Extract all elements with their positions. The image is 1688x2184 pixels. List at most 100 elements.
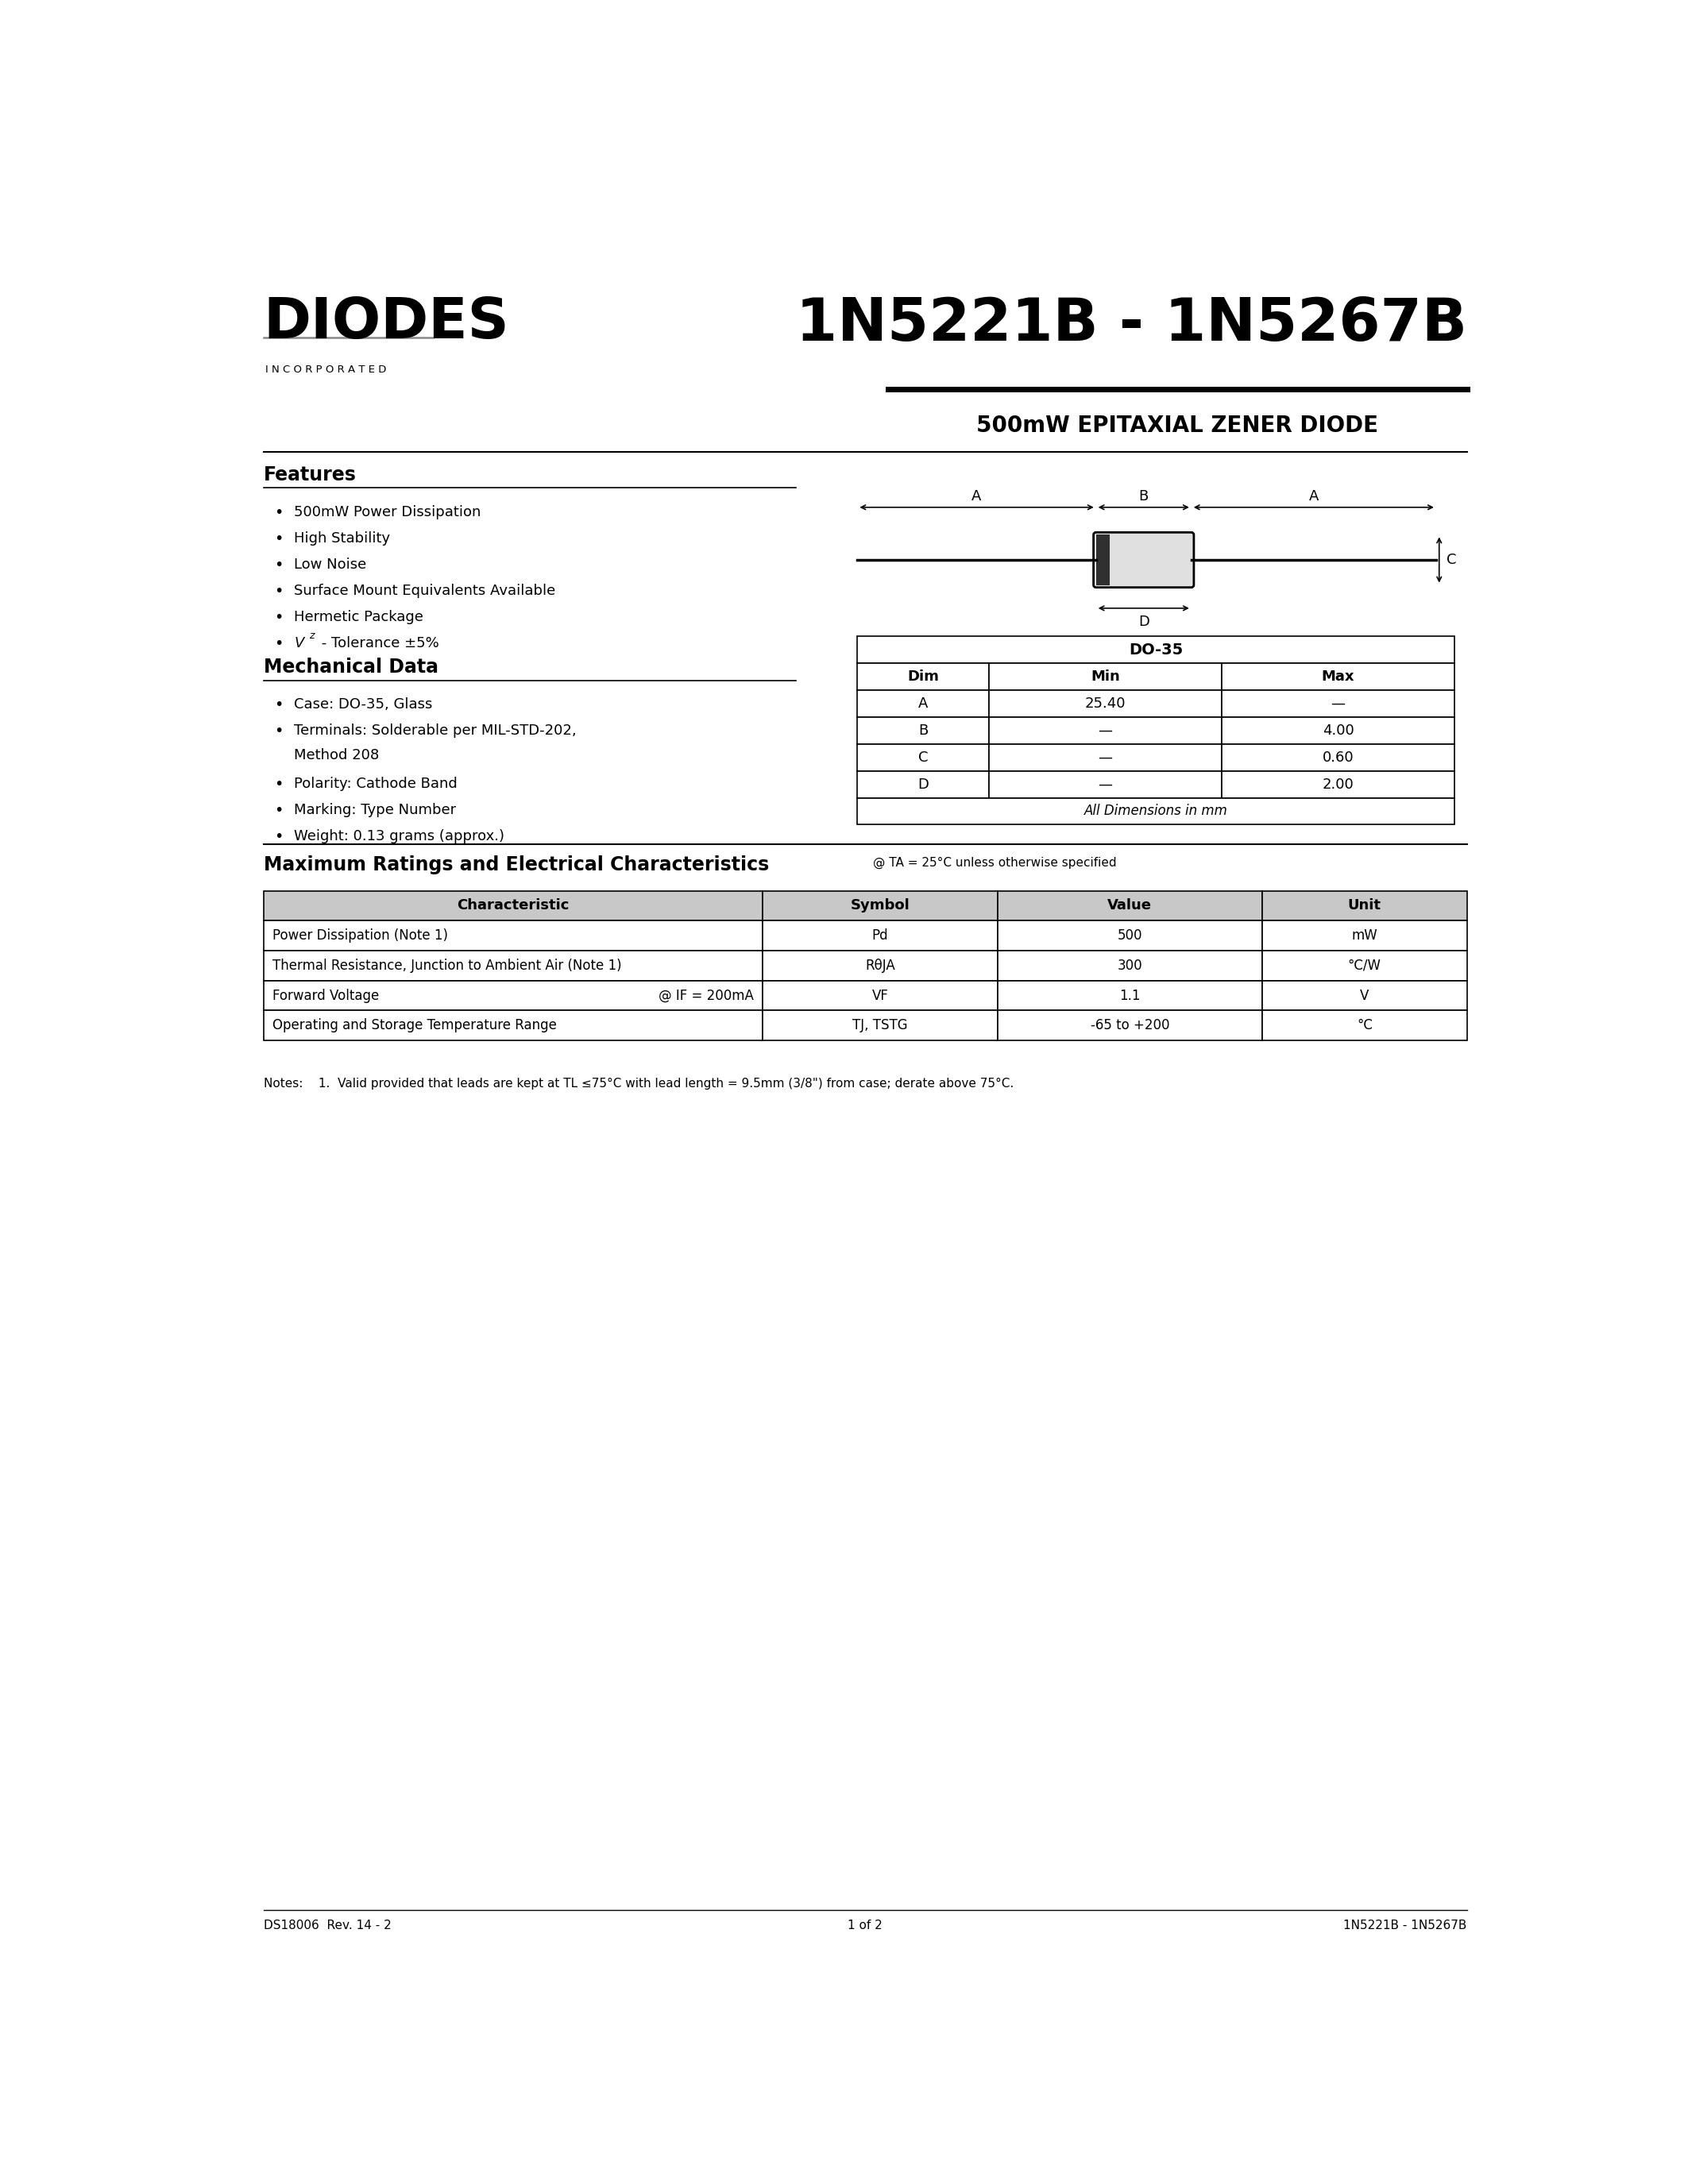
Text: •: •: [275, 830, 284, 843]
Bar: [1222, 771, 1455, 797]
Text: °C: °C: [1357, 1018, 1372, 1033]
Text: Unit: Unit: [1349, 898, 1381, 913]
Bar: [263, 950, 763, 981]
Text: Forward Voltage: Forward Voltage: [272, 989, 380, 1002]
Text: 500mW EPITAXIAL ZENER DIODE: 500mW EPITAXIAL ZENER DIODE: [977, 415, 1379, 437]
FancyBboxPatch shape: [1094, 533, 1193, 587]
Bar: [1263, 922, 1467, 950]
Text: A: A: [972, 489, 982, 505]
Bar: [763, 981, 998, 1011]
Text: 2.00: 2.00: [1322, 778, 1354, 791]
Text: High Stability: High Stability: [294, 531, 390, 546]
Bar: [858, 745, 989, 771]
Text: •: •: [275, 583, 284, 598]
Text: Characteristic: Characteristic: [457, 898, 569, 913]
Text: Operating and Storage Temperature Range: Operating and Storage Temperature Range: [272, 1018, 557, 1033]
Text: Mechanical Data: Mechanical Data: [263, 657, 439, 677]
Bar: [1263, 981, 1467, 1011]
Bar: [263, 922, 763, 950]
Bar: [858, 664, 989, 690]
Text: 1N5221B - 1N5267B: 1N5221B - 1N5267B: [1344, 1920, 1467, 1931]
Text: I N C O R P O R A T E D: I N C O R P O R A T E D: [265, 365, 387, 376]
Bar: [763, 891, 998, 922]
Text: Value: Value: [1107, 898, 1153, 913]
Text: Notes:    1.  Valid provided that leads are kept at TL ≤75°C with lead length = : Notes: 1. Valid provided that leads are …: [263, 1079, 1013, 1090]
Bar: [763, 1011, 998, 1040]
Bar: [1222, 664, 1455, 690]
Text: 1N5221B - 1N5267B: 1N5221B - 1N5267B: [795, 295, 1467, 354]
Text: -65 to +200: -65 to +200: [1090, 1018, 1170, 1033]
Text: —: —: [1330, 697, 1345, 710]
Text: TJ, TSTG: TJ, TSTG: [852, 1018, 908, 1033]
Text: •: •: [275, 775, 284, 791]
Text: RθJA: RθJA: [866, 959, 895, 972]
Text: Polarity: Cathode Band: Polarity: Cathode Band: [294, 775, 457, 791]
Text: DO-35: DO-35: [1129, 642, 1183, 657]
Bar: [1222, 716, 1455, 745]
Bar: [1263, 1011, 1467, 1040]
Text: Terminals: Solderable per MIL-STD-202,: Terminals: Solderable per MIL-STD-202,: [294, 723, 577, 738]
Bar: [1222, 690, 1455, 716]
Text: V: V: [1361, 989, 1369, 1002]
Bar: [263, 981, 763, 1011]
Text: 25.40: 25.40: [1085, 697, 1126, 710]
Text: Power Dissipation (Note 1): Power Dissipation (Note 1): [272, 928, 447, 943]
Text: •: •: [275, 804, 284, 817]
Bar: [763, 950, 998, 981]
Text: A: A: [918, 697, 928, 710]
Text: •: •: [275, 557, 284, 572]
Bar: [998, 891, 1263, 922]
Text: 300: 300: [1117, 959, 1143, 972]
Text: D: D: [1138, 614, 1150, 629]
Text: •: •: [275, 636, 284, 651]
Text: DIODES: DIODES: [263, 295, 510, 349]
Text: Case: DO-35, Glass: Case: DO-35, Glass: [294, 697, 432, 712]
Bar: [858, 636, 1455, 664]
Text: B: B: [1139, 489, 1148, 505]
Bar: [858, 771, 989, 797]
Bar: [998, 981, 1263, 1011]
Text: Symbol: Symbol: [851, 898, 910, 913]
Text: DS18006  Rev. 14 - 2: DS18006 Rev. 14 - 2: [263, 1920, 392, 1931]
Text: —: —: [1099, 778, 1112, 791]
Text: •: •: [275, 609, 284, 625]
Text: Pd: Pd: [873, 928, 888, 943]
Text: Dim: Dim: [906, 670, 939, 684]
Bar: [989, 771, 1222, 797]
Bar: [989, 745, 1222, 771]
Bar: [989, 690, 1222, 716]
Text: •: •: [275, 505, 284, 520]
Bar: [1096, 535, 1109, 585]
Text: Min: Min: [1090, 670, 1119, 684]
Text: 1 of 2: 1 of 2: [847, 1920, 883, 1931]
Text: C: C: [918, 751, 928, 764]
Text: z: z: [309, 631, 314, 642]
Bar: [998, 950, 1263, 981]
Bar: [858, 716, 989, 745]
Text: Marking: Type Number: Marking: Type Number: [294, 804, 456, 817]
Text: 4.00: 4.00: [1322, 723, 1354, 738]
Text: —: —: [1099, 723, 1112, 738]
Text: Maximum Ratings and Electrical Characteristics: Maximum Ratings and Electrical Character…: [263, 856, 768, 874]
Text: Thermal Resistance, Junction to Ambient Air (Note 1): Thermal Resistance, Junction to Ambient …: [272, 959, 621, 972]
Text: 1.1: 1.1: [1119, 989, 1141, 1002]
Text: 0.60: 0.60: [1322, 751, 1354, 764]
Text: °C/W: °C/W: [1349, 959, 1381, 972]
Bar: [763, 922, 998, 950]
Text: Low Noise: Low Noise: [294, 557, 366, 572]
Text: •: •: [275, 531, 284, 546]
Text: •: •: [275, 697, 284, 712]
Bar: [998, 922, 1263, 950]
Text: VF: VF: [873, 989, 888, 1002]
Text: Weight: 0.13 grams (approx.): Weight: 0.13 grams (approx.): [294, 830, 505, 843]
Text: •: •: [275, 723, 284, 738]
Text: Hermetic Package: Hermetic Package: [294, 609, 424, 625]
Text: Max: Max: [1322, 670, 1354, 684]
Text: @ IF = 200mA: @ IF = 200mA: [658, 989, 753, 1002]
Text: 500mW Power Dissipation: 500mW Power Dissipation: [294, 505, 481, 520]
Text: D: D: [918, 778, 928, 791]
Text: A: A: [1308, 489, 1318, 505]
Text: C: C: [1447, 553, 1457, 568]
Bar: [263, 1011, 763, 1040]
Text: —: —: [1099, 751, 1112, 764]
